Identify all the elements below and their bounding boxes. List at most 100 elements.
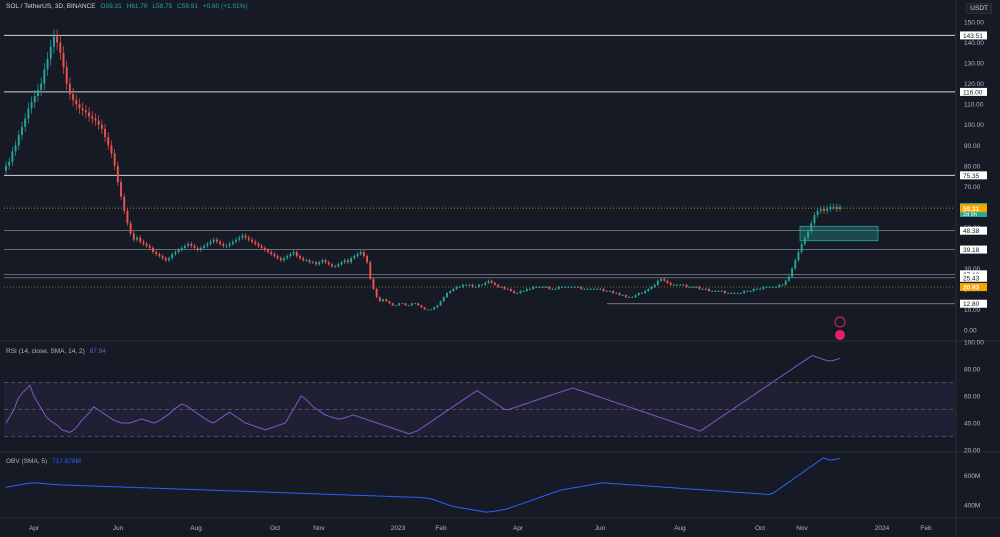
candle-body bbox=[88, 112, 91, 117]
y-tick-label: 30.00 bbox=[964, 266, 981, 273]
rsi-tick-label: 60.00 bbox=[964, 394, 981, 401]
candle-body bbox=[724, 291, 726, 294]
candle-body bbox=[279, 258, 282, 261]
candle-body bbox=[270, 252, 273, 255]
candle-body bbox=[139, 237, 142, 242]
candle-body bbox=[746, 291, 749, 292]
candle-body bbox=[46, 59, 49, 70]
candle-body bbox=[541, 286, 544, 288]
candle-body bbox=[647, 288, 650, 291]
candle-body bbox=[592, 288, 595, 290]
candle-body bbox=[203, 245, 206, 248]
candle-body bbox=[733, 293, 736, 294]
change-value: +0.60 (+1.01%) bbox=[202, 3, 248, 10]
candle-body bbox=[231, 241, 234, 244]
candle-body bbox=[653, 284, 656, 287]
candle-body bbox=[452, 288, 455, 291]
level-label-bg bbox=[960, 226, 987, 235]
level-label-bg bbox=[960, 299, 987, 308]
obv-label: OBV (SMA, 5) bbox=[6, 458, 48, 465]
candle-body bbox=[580, 286, 583, 289]
candle-body bbox=[84, 110, 87, 113]
x-tick-label: 2023 bbox=[391, 525, 406, 532]
candle-body bbox=[455, 286, 458, 289]
candle-body bbox=[573, 286, 576, 288]
candle-body bbox=[199, 247, 202, 250]
candle-body bbox=[68, 83, 71, 94]
candle-body bbox=[433, 307, 436, 310]
candle-body bbox=[235, 239, 238, 242]
rsi-line bbox=[5, 354, 841, 435]
level-label: 116.00 bbox=[963, 89, 983, 96]
candle-body bbox=[238, 237, 241, 240]
price-label-sub: 2d 9h bbox=[963, 212, 977, 218]
candle-body bbox=[308, 260, 311, 263]
candle-body bbox=[356, 254, 359, 257]
candle-body bbox=[612, 291, 615, 294]
candle-body bbox=[583, 288, 586, 290]
x-tick-label: 2024 bbox=[875, 525, 890, 532]
candle-body bbox=[602, 288, 605, 291]
rsi-tick-label: 80.00 bbox=[964, 367, 981, 374]
candle-body bbox=[382, 299, 385, 302]
candle-body bbox=[5, 165, 7, 171]
candle-body bbox=[564, 286, 567, 288]
y-tick-label: 140.00 bbox=[964, 40, 984, 47]
level-label-bg bbox=[960, 273, 987, 282]
candle-body bbox=[755, 288, 758, 290]
candle-body bbox=[120, 182, 122, 197]
level-label: 75.35 bbox=[963, 173, 980, 180]
candle-body bbox=[59, 42, 62, 53]
flag-icon bbox=[835, 330, 845, 340]
obv-tick-label: 600M bbox=[964, 473, 980, 480]
candle-body bbox=[807, 231, 810, 238]
candle-body bbox=[829, 206, 832, 209]
y-tick-label: 70.00 bbox=[964, 184, 981, 191]
candle-body bbox=[736, 293, 739, 294]
candle-body bbox=[215, 239, 218, 242]
candle-body bbox=[78, 104, 81, 109]
candle-body bbox=[49, 46, 52, 60]
candle-body bbox=[551, 288, 554, 290]
candle-body bbox=[107, 137, 110, 146]
candle-body bbox=[311, 262, 314, 264]
obv-legend: OBV (SMA, 5) 717.878M bbox=[6, 458, 84, 465]
candle-body bbox=[765, 286, 768, 288]
candle-body bbox=[123, 196, 126, 211]
candle-body bbox=[803, 237, 806, 244]
candle-body bbox=[394, 305, 397, 307]
candle-body bbox=[532, 286, 535, 289]
x-tick-label: Nov bbox=[313, 525, 325, 532]
candle-body bbox=[299, 256, 301, 259]
candle-body bbox=[775, 286, 778, 288]
candle-body bbox=[650, 286, 653, 289]
candle-body bbox=[787, 276, 790, 281]
candle-body bbox=[816, 210, 819, 216]
candle-body bbox=[362, 252, 365, 257]
candle-body bbox=[631, 297, 634, 298]
candle-body bbox=[292, 252, 295, 255]
y-tick-label: 80.00 bbox=[964, 163, 981, 170]
candle-body bbox=[353, 256, 356, 259]
candle-body bbox=[548, 286, 551, 289]
candle-body bbox=[318, 262, 321, 265]
x-tick-label: Aug bbox=[674, 525, 686, 532]
candle-body bbox=[257, 243, 260, 246]
candle-body bbox=[503, 286, 506, 289]
candle-body bbox=[535, 286, 538, 288]
candle-body bbox=[624, 295, 627, 298]
candle-body bbox=[768, 286, 771, 288]
x-tick-label: Oct bbox=[270, 525, 280, 532]
candle-body bbox=[190, 243, 193, 246]
candle-body bbox=[330, 264, 333, 267]
candle-body bbox=[714, 291, 717, 292]
candle-body bbox=[148, 245, 151, 248]
candle-body bbox=[110, 145, 113, 154]
candle-body bbox=[33, 96, 36, 103]
currency-badge[interactable]: USDT bbox=[966, 3, 992, 14]
candle-body bbox=[810, 223, 813, 232]
candle-body bbox=[618, 293, 621, 296]
candle-body bbox=[161, 256, 164, 259]
